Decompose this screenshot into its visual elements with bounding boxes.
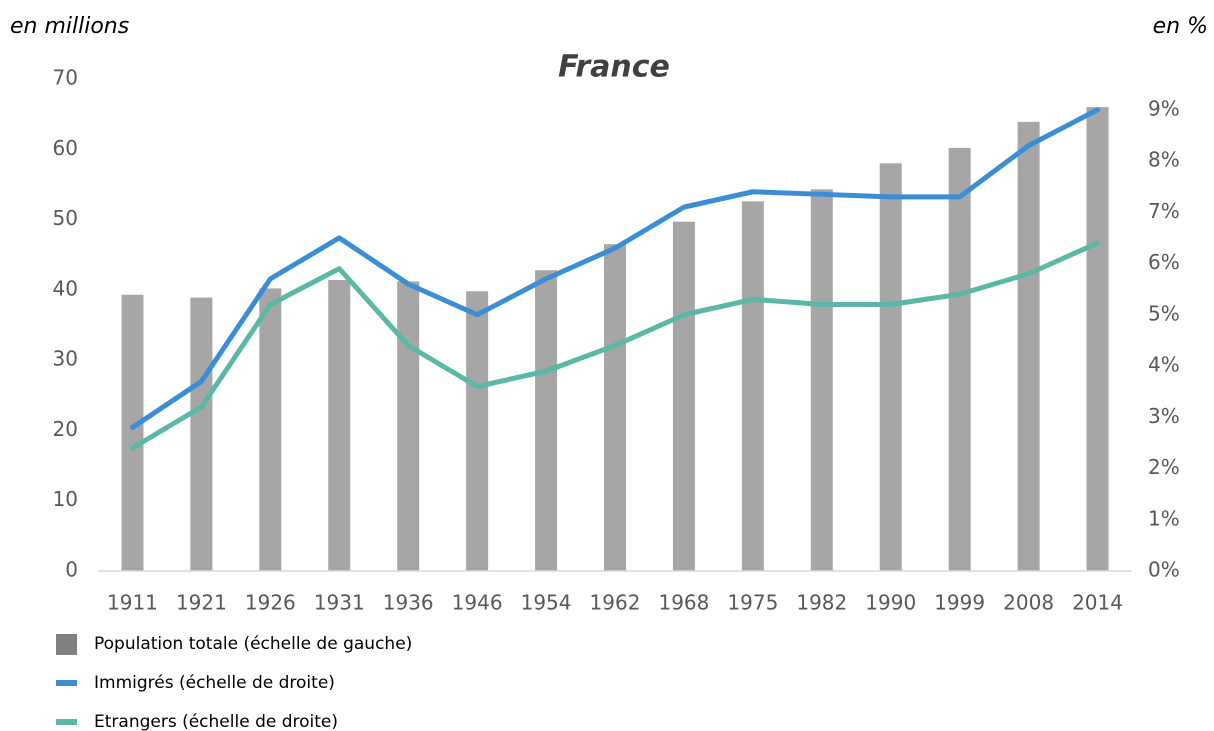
bar <box>397 281 420 571</box>
bar <box>879 163 902 572</box>
y2-tick-label: 1% <box>1148 506 1180 530</box>
y-tick-label: 10 <box>53 487 78 511</box>
y2-tick-label: 2% <box>1148 455 1180 479</box>
bar <box>948 147 971 571</box>
bar <box>466 291 489 571</box>
y2-tick-label: 4% <box>1148 353 1180 377</box>
y2-tick-label: 8% <box>1148 148 1180 172</box>
bar <box>190 297 213 571</box>
line <box>129 107 1101 430</box>
bar <box>1086 107 1109 571</box>
y-tick-label: 70 <box>53 66 78 90</box>
x-tick-label: 1921 <box>176 591 227 615</box>
legend-swatch <box>56 634 77 655</box>
legend-label: Population totale (échelle de gauche) <box>94 634 412 654</box>
y-tick-label: 20 <box>53 417 78 441</box>
bar <box>604 244 626 571</box>
bar <box>810 189 833 571</box>
line <box>129 240 1101 451</box>
x-tick-label: 1931 <box>314 591 365 615</box>
x-tick-label: 1936 <box>383 591 434 615</box>
y-axis-label: en millions <box>10 14 129 39</box>
legend-swatch <box>56 719 77 725</box>
x-tick-label: 1968 <box>658 591 709 615</box>
bar <box>121 294 144 571</box>
y-tick-label: 0 <box>65 558 78 582</box>
bar <box>741 201 764 571</box>
x-tick-label: 1999 <box>934 591 985 615</box>
y-tick-label: 30 <box>53 347 78 371</box>
x-tick-label: 1982 <box>796 591 847 615</box>
bar <box>328 280 351 571</box>
bar <box>259 288 282 571</box>
y2-tick-label: 3% <box>1148 404 1180 428</box>
chart-title: France <box>558 50 670 85</box>
y-tick-label: 60 <box>53 136 78 160</box>
legend-label: Etrangers (échelle de droite) <box>94 712 338 731</box>
y-tick-label: 40 <box>53 276 78 300</box>
y2-tick-label: 7% <box>1148 199 1180 223</box>
y2-axis-label: en % <box>1153 14 1208 39</box>
legend-swatch <box>56 680 77 686</box>
x-tick-label: 1954 <box>521 591 572 615</box>
x-tick-label: 1926 <box>245 591 296 615</box>
y2-tick-label: 6% <box>1148 250 1180 274</box>
bar <box>535 270 558 571</box>
x-tick-label: 2008 <box>1003 591 1054 615</box>
x-tick-label: 1990 <box>865 591 916 615</box>
y2-tick-label: 5% <box>1148 301 1180 325</box>
y2-tick-label: 0% <box>1148 558 1180 582</box>
y2-tick-label: 9% <box>1148 96 1180 120</box>
x-tick-label: 1962 <box>590 591 641 615</box>
legend-label: Immigrés (échelle de droite) <box>94 673 335 693</box>
x-tick-label: 2014 <box>1072 591 1123 615</box>
x-tick-label: 1946 <box>452 591 503 615</box>
x-tick-label: 1975 <box>727 591 778 615</box>
bar <box>1017 121 1040 572</box>
y-tick-label: 50 <box>53 206 78 230</box>
x-tick-label: 1911 <box>107 591 158 615</box>
bar <box>672 221 695 571</box>
